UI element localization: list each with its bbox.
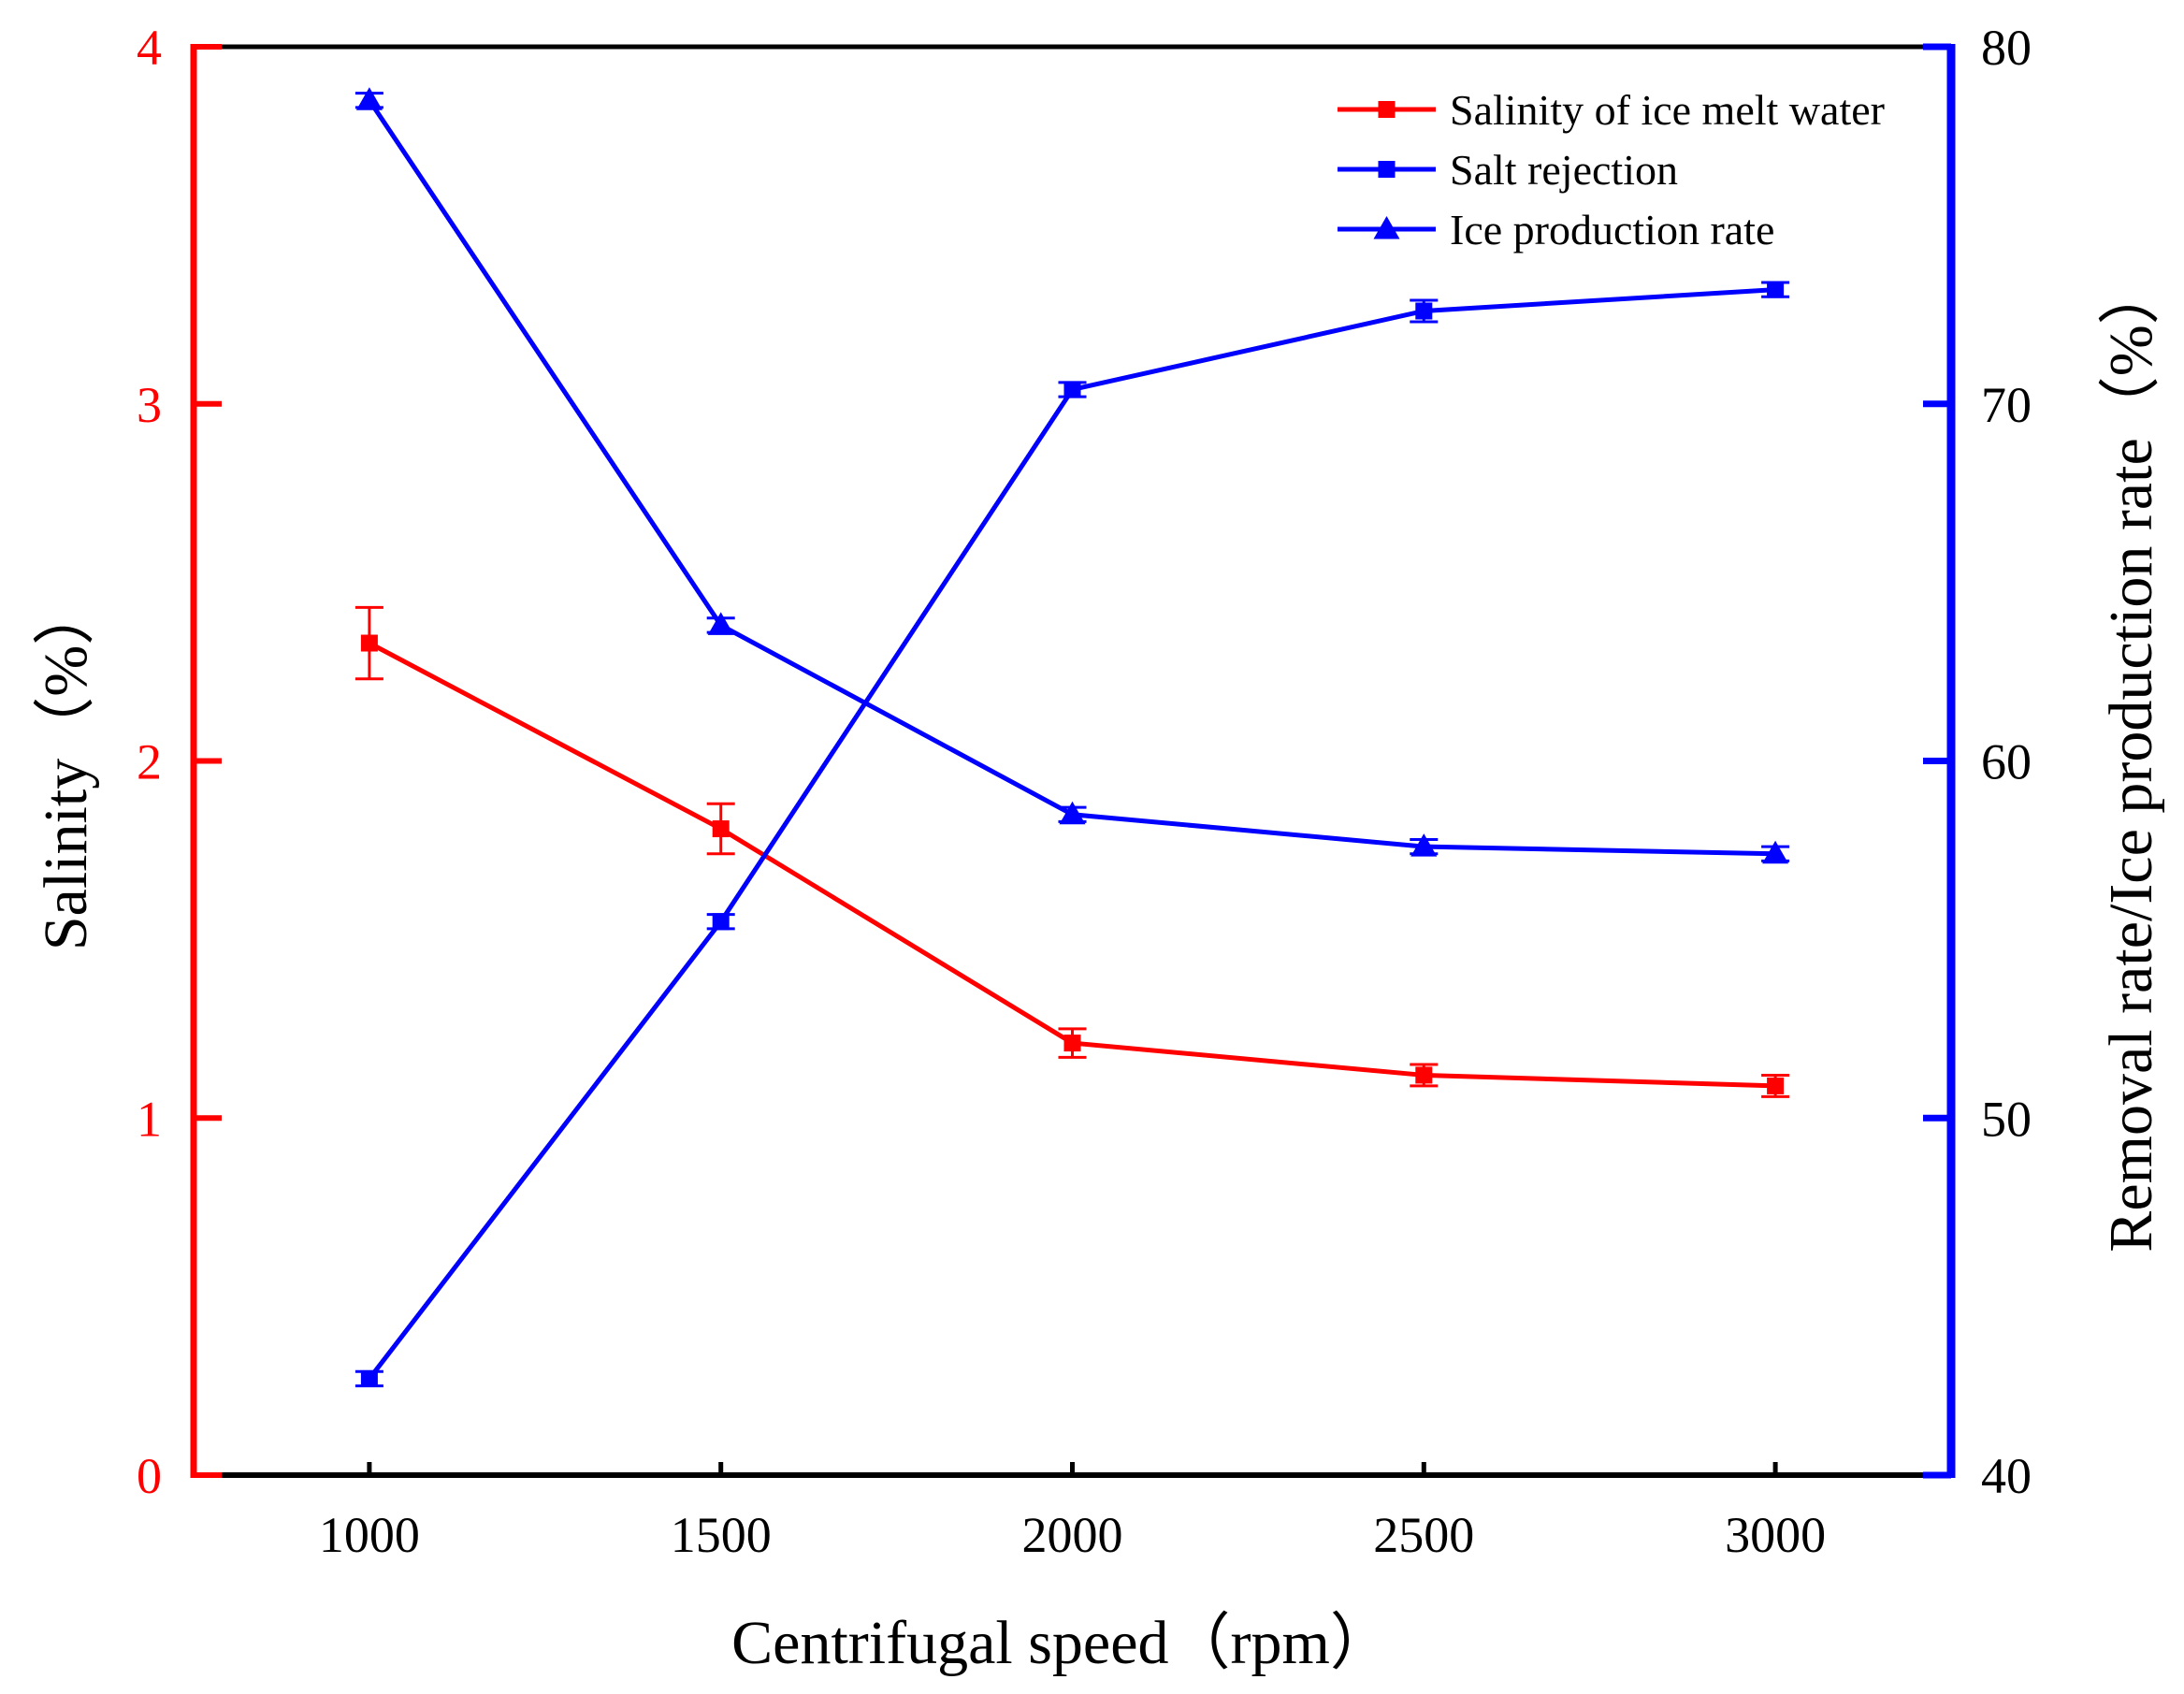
legend-label: Salinity of ice melt water xyxy=(1450,86,1885,134)
legend-item-salinity-of-ice-melt-water: Salinity of ice melt water xyxy=(1338,86,1885,134)
legend-marker xyxy=(1378,161,1396,178)
series-ice-production-rate xyxy=(354,87,1790,864)
right-y-tick-label: 70 xyxy=(1981,377,2032,433)
left-y-tick-label: 2 xyxy=(137,734,162,790)
series-salt-rejection xyxy=(354,281,1790,1388)
x-tick-label: 2000 xyxy=(1022,1507,1123,1563)
left-y-tick-label: 1 xyxy=(137,1091,162,1147)
data-point-salinity-of-ice-melt-water xyxy=(1767,1077,1785,1094)
data-point-ice-production-rate xyxy=(355,87,383,110)
data-point-ice-production-rate xyxy=(707,612,734,635)
legend-marker xyxy=(1373,216,1400,239)
series-line-salt-rejection xyxy=(367,287,1776,1381)
right-y-tick-label: 50 xyxy=(1981,1091,2032,1147)
right-y-axis-title: Removal rate/Ice production rate（%） xyxy=(2097,263,2165,1252)
left-y-tick-label: 0 xyxy=(137,1448,162,1504)
data-point-ice-production-rate xyxy=(1762,840,1789,864)
data-point-salt-rejection xyxy=(1767,281,1785,298)
x-tick-label: 1500 xyxy=(671,1507,772,1563)
right-y-tick-label: 60 xyxy=(1981,734,2032,790)
legend-item-ice-production-rate: Ice production rate xyxy=(1338,206,1774,253)
x-tick-label: 1000 xyxy=(319,1507,420,1563)
data-point-ice-production-rate xyxy=(1410,833,1438,857)
x-axis-title: Centrifugal speed（rpm） xyxy=(731,1609,1392,1677)
data-point-salt-rejection xyxy=(712,913,730,931)
left-y-tick-label: 3 xyxy=(137,377,162,433)
left-y-axis-title: Salinity（%） xyxy=(32,584,100,950)
data-point-salinity-of-ice-melt-water xyxy=(1415,1066,1433,1084)
series-salinity-of-ice-melt-water xyxy=(354,605,1790,1098)
legend-item-salt-rejection: Salt rejection xyxy=(1338,146,1678,194)
x-tick-label: 2500 xyxy=(1373,1507,1474,1563)
legend-label: Ice production rate xyxy=(1450,206,1774,253)
legend-marker xyxy=(1378,101,1396,118)
data-point-salt-rejection xyxy=(360,1369,378,1387)
data-point-salt-rejection xyxy=(1063,381,1081,398)
right-y-tick-label: 40 xyxy=(1981,1448,2032,1504)
series-line-salinity-of-ice-melt-water xyxy=(368,641,1776,1089)
data-point-ice-production-rate xyxy=(1059,801,1086,825)
left-y-tick-label: 4 xyxy=(137,20,162,76)
data-point-salinity-of-ice-melt-water xyxy=(360,634,378,652)
data-point-salinity-of-ice-melt-water xyxy=(712,820,730,838)
data-point-salinity-of-ice-melt-water xyxy=(1063,1035,1081,1052)
data-point-salt-rejection xyxy=(1415,302,1433,320)
legend-label: Salt rejection xyxy=(1450,146,1678,194)
right-y-tick-label: 80 xyxy=(1981,20,2032,76)
x-tick-label: 3000 xyxy=(1725,1507,1826,1563)
